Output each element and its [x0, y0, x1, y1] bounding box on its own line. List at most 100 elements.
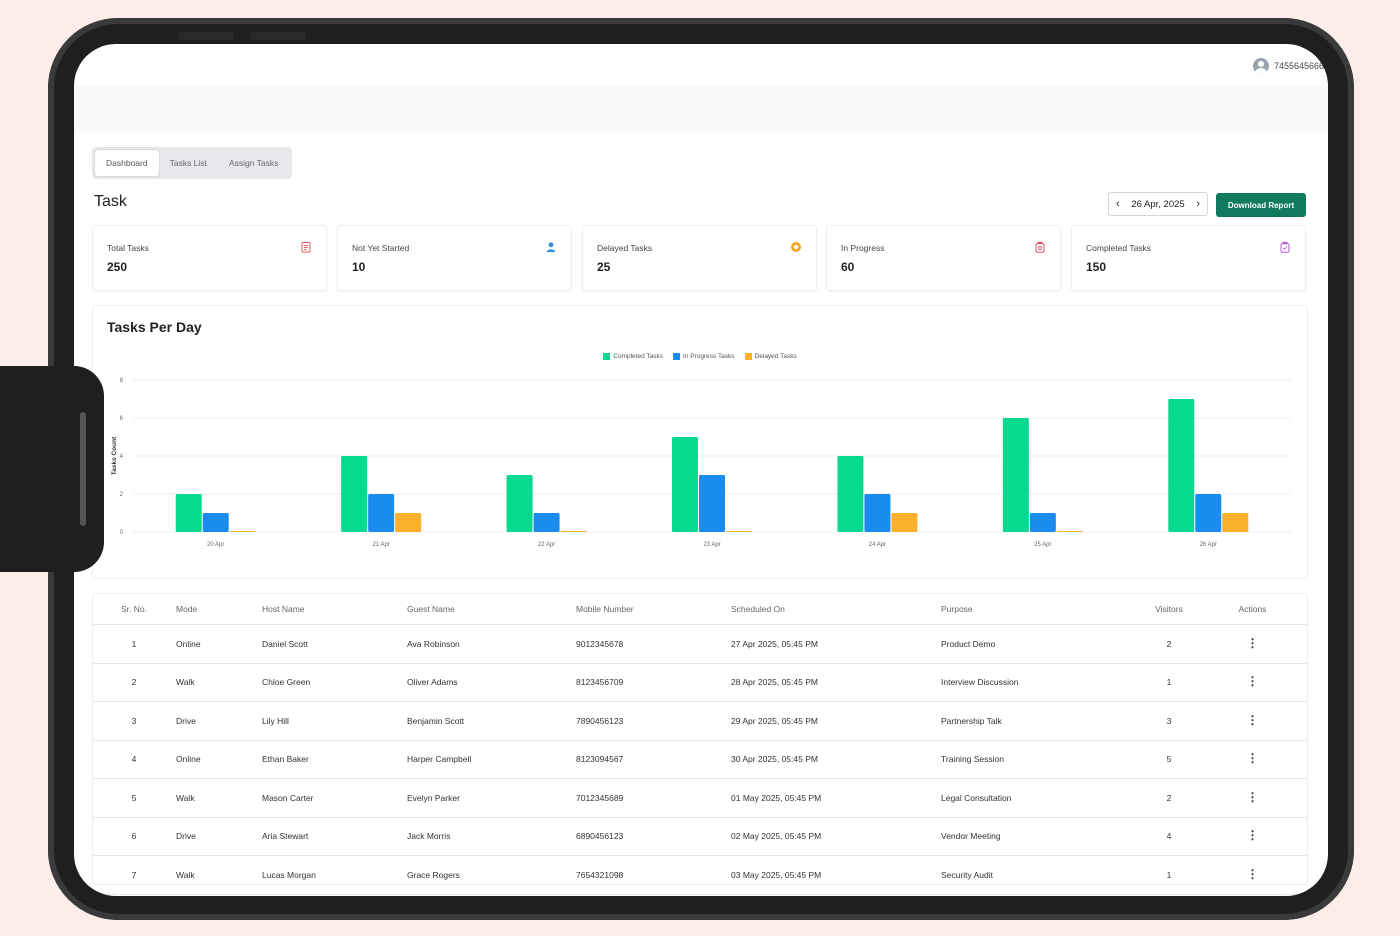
user-id: 7455645666	[1273, 61, 1324, 71]
date-value: 26 Apr, 2025	[1131, 198, 1185, 210]
col-mobile-number: Mobile Number	[575, 594, 730, 625]
y-tick-label: 0	[120, 530, 124, 536]
cell-scheduled-on: 03 May 2025, 05:45 PM	[730, 855, 940, 895]
tasks-bar-chart: 0 2 4 6 8 Tasks Count 20 Apr 21 Apr 22 Apr 23 Apr…	[111, 378, 1291, 548]
bar-in-progress-tasks[interactable]	[699, 475, 725, 532]
cell-mode: Walk	[175, 778, 261, 818]
legend-item[interactable]: Completed Tasks	[603, 353, 663, 360]
chart-title: Tasks Per Day	[107, 319, 202, 335]
top-bar: 7455645666	[74, 44, 1328, 87]
y-tick-label: 4	[120, 454, 124, 460]
cell-guest-name: Grace Rogers	[406, 855, 575, 895]
bar-delayed-tasks[interactable]	[1222, 513, 1249, 532]
tab-dashboard[interactable]: Dashboard	[95, 150, 159, 176]
date-picker[interactable]: ‹ 26 Apr, 2025 ›	[1108, 192, 1208, 216]
bar-delayed-tasks[interactable]	[395, 513, 422, 532]
bar-in-progress-tasks[interactable]	[533, 513, 560, 532]
bar-delayed-tasks[interactable]	[1056, 531, 1083, 532]
user-menu[interactable]: 7455645666	[1252, 58, 1324, 74]
tab-assign-tasks[interactable]: Assign Tasks	[228, 158, 279, 168]
more-vertical-icon[interactable]: ⋮	[1246, 674, 1259, 689]
cell-scheduled-on: 27 Apr 2025, 05:45 PM	[730, 624, 940, 664]
table-row: 7 Walk Lucas Morgan Grace Rogers 7654321098 0…	[93, 855, 1307, 895]
legend-item[interactable]: In Progress Tasks	[673, 353, 735, 360]
bar-delayed-tasks[interactable]	[726, 531, 752, 532]
x-tick-label: 23 Apr	[703, 542, 720, 548]
col-actions: Actions	[1198, 594, 1307, 625]
more-vertical-icon[interactable]: ⋮	[1246, 866, 1259, 881]
chevron-left-icon[interactable]: ‹	[1116, 198, 1120, 210]
cell-visitors: 3	[1140, 701, 1198, 741]
cell-scheduled-on: 30 Apr 2025, 05:45 PM	[730, 740, 940, 779]
cell-visitors: 2	[1140, 778, 1198, 818]
cell-purpose: Legal Consultation	[940, 778, 1140, 818]
more-vertical-icon[interactable]: ⋮	[1246, 828, 1259, 843]
cell-visitors: 5	[1140, 740, 1198, 779]
tablet-side-button	[80, 412, 86, 526]
col-scheduled-on: Scheduled On	[730, 594, 940, 625]
bar-completed-tasks[interactable]	[837, 456, 864, 532]
clipboard-icon	[301, 242, 311, 253]
cell-scheduled-on: 28 Apr 2025, 05:45 PM	[730, 663, 940, 702]
bar-delayed-tasks[interactable]	[229, 531, 256, 532]
legend-swatch	[744, 353, 752, 360]
bar-in-progress-tasks[interactable]	[864, 494, 891, 532]
stat-label: Not Yet Started	[352, 243, 410, 253]
cell-mobile-number: 6890456123	[575, 817, 730, 856]
more-vertical-icon[interactable]: ⋮	[1246, 751, 1259, 766]
tab-tasks-list[interactable]: Tasks List	[169, 158, 207, 168]
bar-in-progress-tasks[interactable]	[1195, 494, 1222, 532]
legend-item[interactable]: Delayed Tasks	[744, 353, 797, 360]
x-tick-label: 24 Apr	[869, 542, 886, 548]
bar-completed-tasks[interactable]	[175, 494, 202, 532]
bar-in-progress-tasks[interactable]	[202, 513, 229, 532]
stat-card-completed-tasks: Completed Tasks 150	[1071, 225, 1306, 291]
bar-completed-tasks[interactable]	[1168, 399, 1195, 532]
cell-visitors: 1	[1140, 663, 1198, 702]
col-guest-name: Guest Name	[406, 594, 575, 625]
tablet-side-bump	[0, 366, 104, 572]
tablet-button	[178, 32, 234, 40]
bar-completed-tasks[interactable]	[1002, 418, 1029, 532]
cell-mobile-number: 7890456123	[575, 701, 730, 741]
legend-label: In Progress Tasks	[683, 353, 735, 360]
x-tick-label: 26 Apr	[1200, 542, 1217, 548]
cell-mobile-number: 7654321098	[575, 855, 730, 895]
cell-purpose: Interview Discussion	[940, 663, 1140, 702]
legend-swatch	[603, 353, 611, 360]
cell-guest-name: Ava Robinson	[406, 624, 575, 664]
download-report-button[interactable]: Download Report	[1216, 193, 1306, 217]
chevron-right-icon[interactable]: ›	[1196, 198, 1200, 210]
table-row: 4 Online Ethan Baker Harper Campbell 8123094…	[93, 740, 1307, 779]
cell-scheduled-on: 01 May 2025, 05:45 PM	[730, 778, 940, 818]
cell-purpose: Security Audit	[940, 855, 1140, 895]
y-tick-label: 6	[120, 416, 124, 422]
y-tick-label: 8	[120, 378, 124, 384]
cell-guest-name: Oliver Adams	[406, 663, 575, 702]
sub-header	[74, 86, 1328, 132]
bar-completed-tasks[interactable]	[672, 437, 698, 532]
cell-visitors: 4	[1140, 817, 1198, 856]
more-vertical-icon[interactable]: ⋮	[1246, 712, 1259, 727]
y-tick-label: 2	[120, 492, 124, 498]
legend-label: Completed Tasks	[613, 353, 664, 360]
table-row: 2 Walk Chloe Green Oliver Adams 8123456709 28…	[93, 663, 1307, 702]
bar-completed-tasks[interactable]	[341, 456, 368, 532]
legend-swatch	[673, 353, 681, 360]
bar-in-progress-tasks[interactable]	[1029, 513, 1056, 532]
bar-in-progress-tasks[interactable]	[368, 494, 395, 532]
more-vertical-icon[interactable]: ⋮	[1246, 635, 1259, 650]
jar-icon	[1035, 241, 1045, 253]
cell-mobile-number: 7012345689	[575, 778, 730, 818]
col-visitors: Visitors	[1140, 594, 1198, 625]
cell-mode: Online	[175, 740, 261, 779]
chart-legend: Completed Tasks In Progress Tasks Delaye…	[93, 353, 1307, 360]
bar-delayed-tasks[interactable]	[560, 531, 587, 532]
more-vertical-icon[interactable]: ⋮	[1246, 789, 1259, 804]
visits-table: Sr. No. Mode Host Name Guest Name Mobile…	[93, 594, 1307, 895]
cell-host-name: Chloe Green	[261, 663, 406, 702]
bar-completed-tasks[interactable]	[506, 475, 533, 532]
bar-delayed-tasks[interactable]	[891, 513, 918, 532]
cell-scheduled-on: 02 May 2025, 05:45 PM	[730, 817, 940, 856]
cell-mobile-number: 8123456709	[575, 663, 730, 702]
